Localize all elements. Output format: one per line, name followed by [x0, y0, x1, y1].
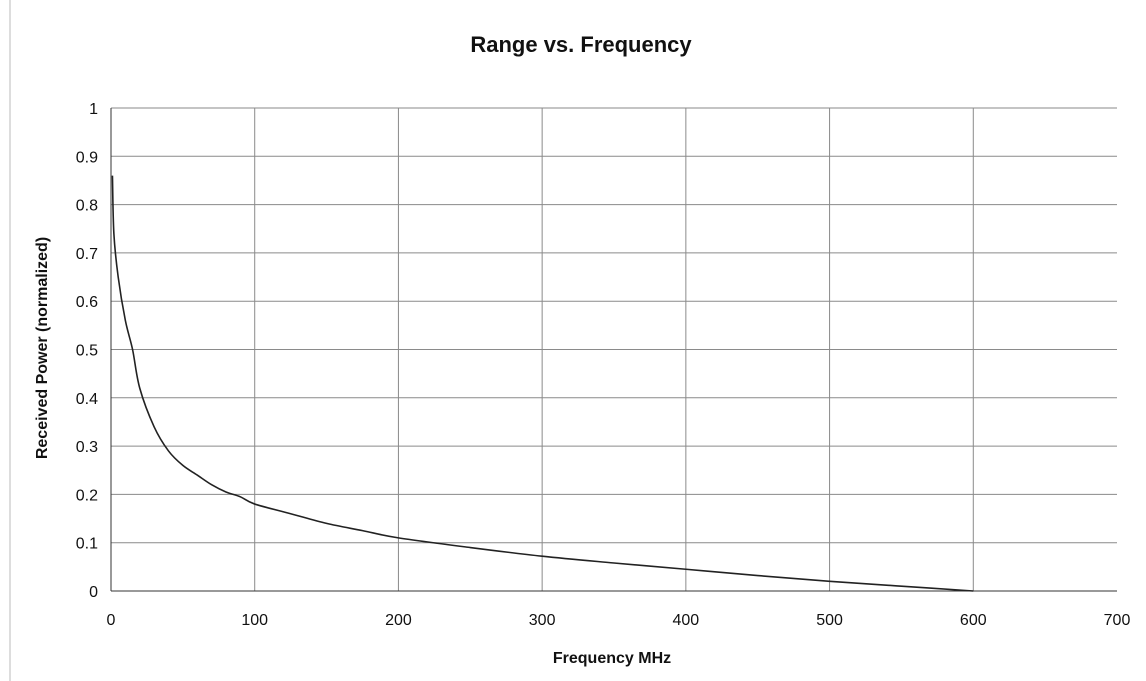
x-tick-label: 400: [673, 612, 700, 629]
x-tick-label: 200: [385, 612, 412, 629]
y-axis-label: Received Power (normalized): [34, 237, 51, 459]
y-tick-label: 0.4: [76, 391, 98, 408]
y-tick-label: 0.2: [76, 487, 98, 504]
chart-title: Range vs. Frequency: [470, 32, 692, 57]
x-tick-label: 300: [529, 612, 556, 629]
y-tick-label: 0: [89, 584, 98, 601]
y-tick-label: 0.1: [76, 536, 98, 553]
series-layer: [111, 175, 974, 592]
x-tick-label: 0: [107, 612, 116, 629]
x-tick-labels: 0 100 200 300 400 500 600 700: [107, 612, 1131, 629]
gridlines: [111, 107, 1117, 591]
y-tick-label: 0.7: [76, 246, 98, 263]
y-tick-label: 0.3: [76, 439, 98, 456]
x-axis-label: Frequency MHz: [553, 650, 671, 667]
y-tick-label: 0.8: [76, 198, 98, 215]
y-tick-label: 0.9: [76, 149, 98, 166]
x-tick-label: 100: [241, 612, 268, 629]
y-tick-label: 0.5: [76, 343, 98, 360]
series-line-0: [111, 175, 974, 592]
axes: [110, 108, 1117, 592]
x-tick-label: 600: [960, 612, 987, 629]
y-tick-label: 0.6: [76, 294, 98, 311]
y-tick-labels: 0 0.1 0.2 0.3 0.4 0.5 0.6 0.7 0.8 0.9 1: [76, 101, 98, 601]
x-tick-label: 500: [816, 612, 843, 629]
y-tick-label: 1: [89, 101, 98, 118]
x-tick-label: 700: [1104, 612, 1131, 629]
